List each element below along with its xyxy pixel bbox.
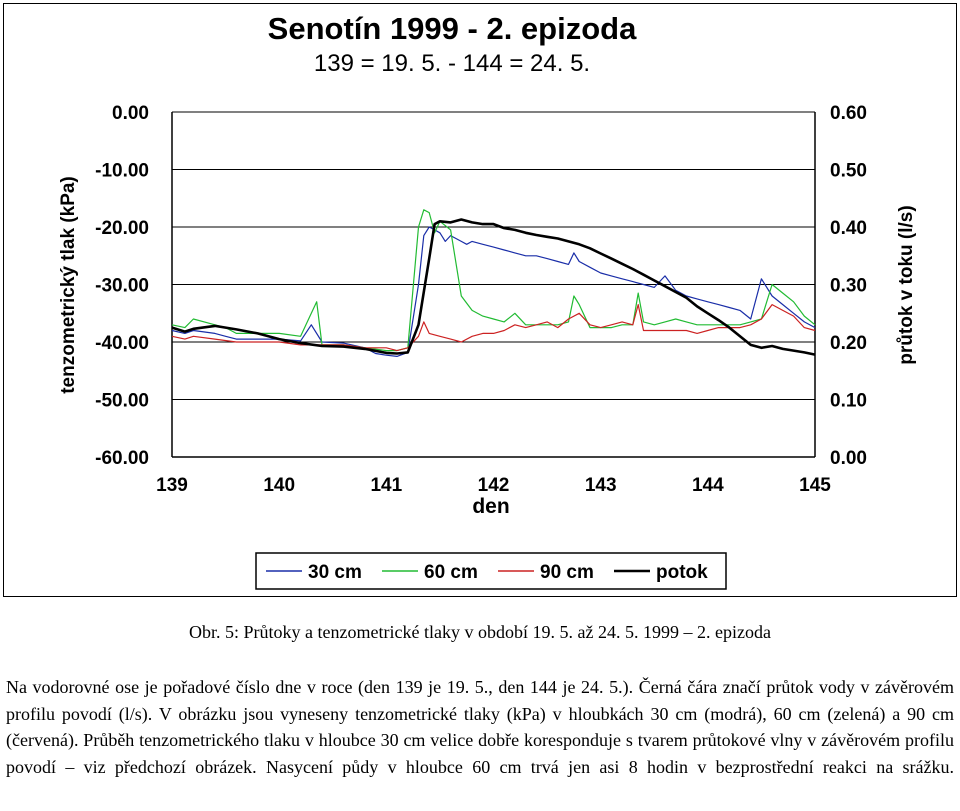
y-tick-label-left-2: -20.00 bbox=[95, 218, 149, 239]
y-axis-label-right: průtok v toku (l/s) bbox=[896, 205, 917, 364]
y-tick-label-right-2: 0.40 bbox=[830, 218, 867, 239]
y-tick-label-right-0: 0.60 bbox=[830, 103, 867, 124]
series-line-30-cm bbox=[171, 226, 816, 357]
y-tick-label-right-5: 0.10 bbox=[830, 391, 867, 412]
chart-frame: Senotín 1999 - 2. epizoda 139 = 19. 5. -… bbox=[3, 3, 957, 597]
x-tick-label-0: 139 bbox=[156, 475, 188, 496]
legend-label-90-cm: 90 cm bbox=[540, 562, 594, 583]
y-tick-label-left-6: -60.00 bbox=[95, 448, 149, 469]
x-axis-label: den bbox=[472, 495, 509, 518]
series-line-90-cm bbox=[171, 304, 816, 352]
x-tick-label-6: 145 bbox=[799, 475, 831, 496]
axes-layer bbox=[171, 112, 816, 458]
y-tick-label-left-4: -40.00 bbox=[95, 333, 149, 354]
x-tick-label-4: 143 bbox=[585, 475, 617, 496]
figure-caption: Obr. 5: Průtoky a tenzometrické tlaky v … bbox=[189, 622, 771, 642]
x-tick-label-1: 140 bbox=[263, 475, 295, 496]
y-tick-label-left-3: -30.00 bbox=[95, 276, 149, 297]
series-layer bbox=[171, 209, 816, 357]
legend-label-30-cm: 30 cm bbox=[308, 562, 362, 583]
ticks-layer: 139 140 141 142 143 144 145 0.00 -10.00 -20.00 -30… bbox=[95, 103, 867, 496]
chart: Senotín 1999 - 2. epizoda 139 = 19. 5. -… bbox=[58, 11, 917, 590]
y-tick-label-left-0: 0.00 bbox=[112, 103, 149, 124]
y-tick-label-left-5: -50.00 bbox=[95, 391, 149, 412]
x-tick-label-5: 144 bbox=[692, 475, 724, 496]
body-paragraph: Na vodorovné ose je pořadové číslo dne v… bbox=[6, 677, 954, 777]
chart-title: Senotín 1999 - 2. epizoda bbox=[268, 11, 637, 46]
grid-layer bbox=[172, 111, 815, 458]
x-tick-label-2: 141 bbox=[370, 475, 402, 496]
y-tick-label-left-1: -10.00 bbox=[95, 161, 149, 182]
y-tick-label-right-1: 0.50 bbox=[830, 161, 867, 182]
legend: 30 cm 60 cm 90 cm potok bbox=[266, 562, 708, 583]
series-line-60-cm bbox=[171, 209, 816, 352]
y-tick-label-right-3: 0.30 bbox=[830, 276, 867, 297]
legend-label-potok: potok bbox=[656, 562, 708, 583]
y-tick-label-right-6: 0.00 bbox=[830, 448, 867, 469]
legend-label-60-cm: 60 cm bbox=[424, 562, 478, 583]
y-axis-label-left: tenzometrický tlak (kPa) bbox=[58, 176, 79, 394]
y-tick-label-right-4: 0.20 bbox=[830, 333, 867, 354]
chart-subtitle: 139 = 19. 5. - 144 = 24. 5. bbox=[314, 50, 590, 77]
x-tick-label-3: 142 bbox=[478, 475, 510, 496]
series-line-potok bbox=[171, 218, 816, 356]
